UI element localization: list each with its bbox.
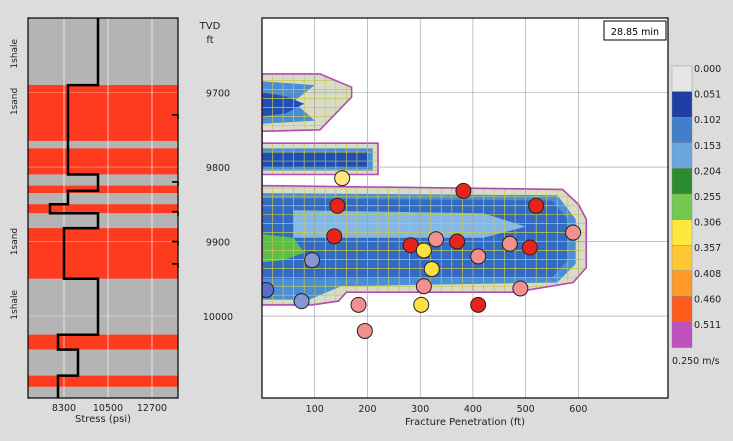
legend-swatch [671,321,693,348]
depth-tick-label: 9700 [206,89,230,100]
color-legend: 0.000 0.051 0.102 0.153 0.204 0.255 0.306 0.357… [671,64,721,367]
legend-label: 0.460 [694,294,721,305]
event-point [356,322,373,339]
event-point [455,182,472,199]
event-point [470,248,487,265]
depth-axis-title: TVD [199,21,221,32]
legend-label: 0.306 [694,218,721,229]
layer-band-shale [28,174,178,186]
legend-label: 0.153 [694,141,721,152]
fracture-plot: 28.85 min 100 200 300 400 500 600 Fracture Pe… [261,17,669,428]
event-point [413,296,430,313]
layer-label: 1sand [10,228,20,255]
legend-label: 0.357 [694,243,721,254]
layer-band-shale [28,18,178,86]
stress-profile-line [48,18,100,398]
event-point [304,252,321,269]
legend-label: 0.204 [694,166,721,177]
event-point [350,296,367,313]
event-point [326,228,343,245]
event-point [262,281,275,298]
x-tick-label: 300 [411,404,429,415]
legend-label: 0.408 [694,269,721,280]
legend-swatch [671,65,693,92]
layer-band-shale [28,193,178,205]
event-point [329,197,346,214]
fracture-outline [262,73,588,306]
time-label: 28.85 min [611,27,659,38]
event-point [470,296,487,313]
legend-label: 0.051 [694,90,721,101]
x-tick-label: 600 [569,404,587,415]
event-point [521,239,538,256]
layer-label: 1shale [10,38,20,68]
legend-label: 0.102 [694,115,721,126]
depth-tick-label: 9800 [206,163,230,174]
layer-band-shale [28,386,178,398]
legend-swatch [671,116,693,143]
depth-axis: TVD ft 9700 9800 9900 10000 [199,21,233,323]
event-point [565,224,582,241]
depth-tick-label: 9900 [206,238,230,249]
x-tick-label: 400 [464,404,482,415]
layer-band-shale [28,278,178,335]
legend-swatch [671,193,693,220]
stress-axis-label: Stress (psi) [75,414,131,425]
legend-swatch [671,219,693,246]
event-point [293,293,310,310]
legend-label: 0.000 [694,64,721,75]
depth-axis-unit: ft [206,35,213,46]
track-border [27,17,179,399]
depth-tick-labels: 9700 9800 9900 10000 [203,89,233,324]
time-label-box [603,20,667,41]
event-point [334,170,351,187]
x-tick-labels: 100 200 300 400 500 600 [306,404,588,415]
layer-band-sand [28,228,178,279]
legend-swatch [671,142,693,169]
layer-band-sand [28,334,178,350]
layer-band-shale [28,140,178,149]
layer-band-sand [28,148,178,175]
layer-label: 1sand [10,88,20,115]
x-axis-label: Fracture Penetration (ft) [405,417,525,428]
x-tick-label: 200 [358,404,376,415]
legend-swatch [671,296,693,323]
stress-tick-label: 10500 [93,403,123,414]
layer-band-sand [28,185,178,194]
legend-label: 0.511 [694,320,721,331]
x-tick-label: 500 [517,404,535,415]
layer-label: 1shale [10,290,20,320]
layer-labels: 1shale 1sand 1sand 1shale [10,38,20,319]
event-point [415,242,432,259]
event-point [415,278,432,295]
event-point [512,280,529,297]
event-point [428,231,444,248]
legend-swatch [671,91,693,118]
plot-border [261,17,669,399]
layer-band-sand [28,85,178,141]
stress-tick-label: 12700 [137,403,167,414]
event-points [262,170,582,339]
layer-band-sand [28,375,178,387]
depth-tick-label: 10000 [203,312,233,323]
lithology-track: 1shale 1sand 1sand 1shale 8300 10500 12700 St… [10,17,179,425]
stress-tick-labels: 8300 10500 12700 [52,403,167,414]
event-point [449,233,466,250]
stress-tick-label: 8300 [52,403,76,414]
event-point [423,261,440,278]
layer-band-sand [28,204,178,214]
legend-footer: 0.250 m/s [672,356,720,367]
plot-gridlines [262,18,668,398]
x-tick-label: 100 [306,404,324,415]
layer-bands [28,18,178,398]
legend-swatch [671,270,693,297]
legend-label: 0.255 [694,192,721,203]
event-point [501,235,518,252]
event-point [528,197,545,214]
layer-band-shale [28,213,178,229]
legend-swatch [671,168,693,195]
layer-band-shale [28,349,178,376]
legend-swatch [671,244,693,271]
